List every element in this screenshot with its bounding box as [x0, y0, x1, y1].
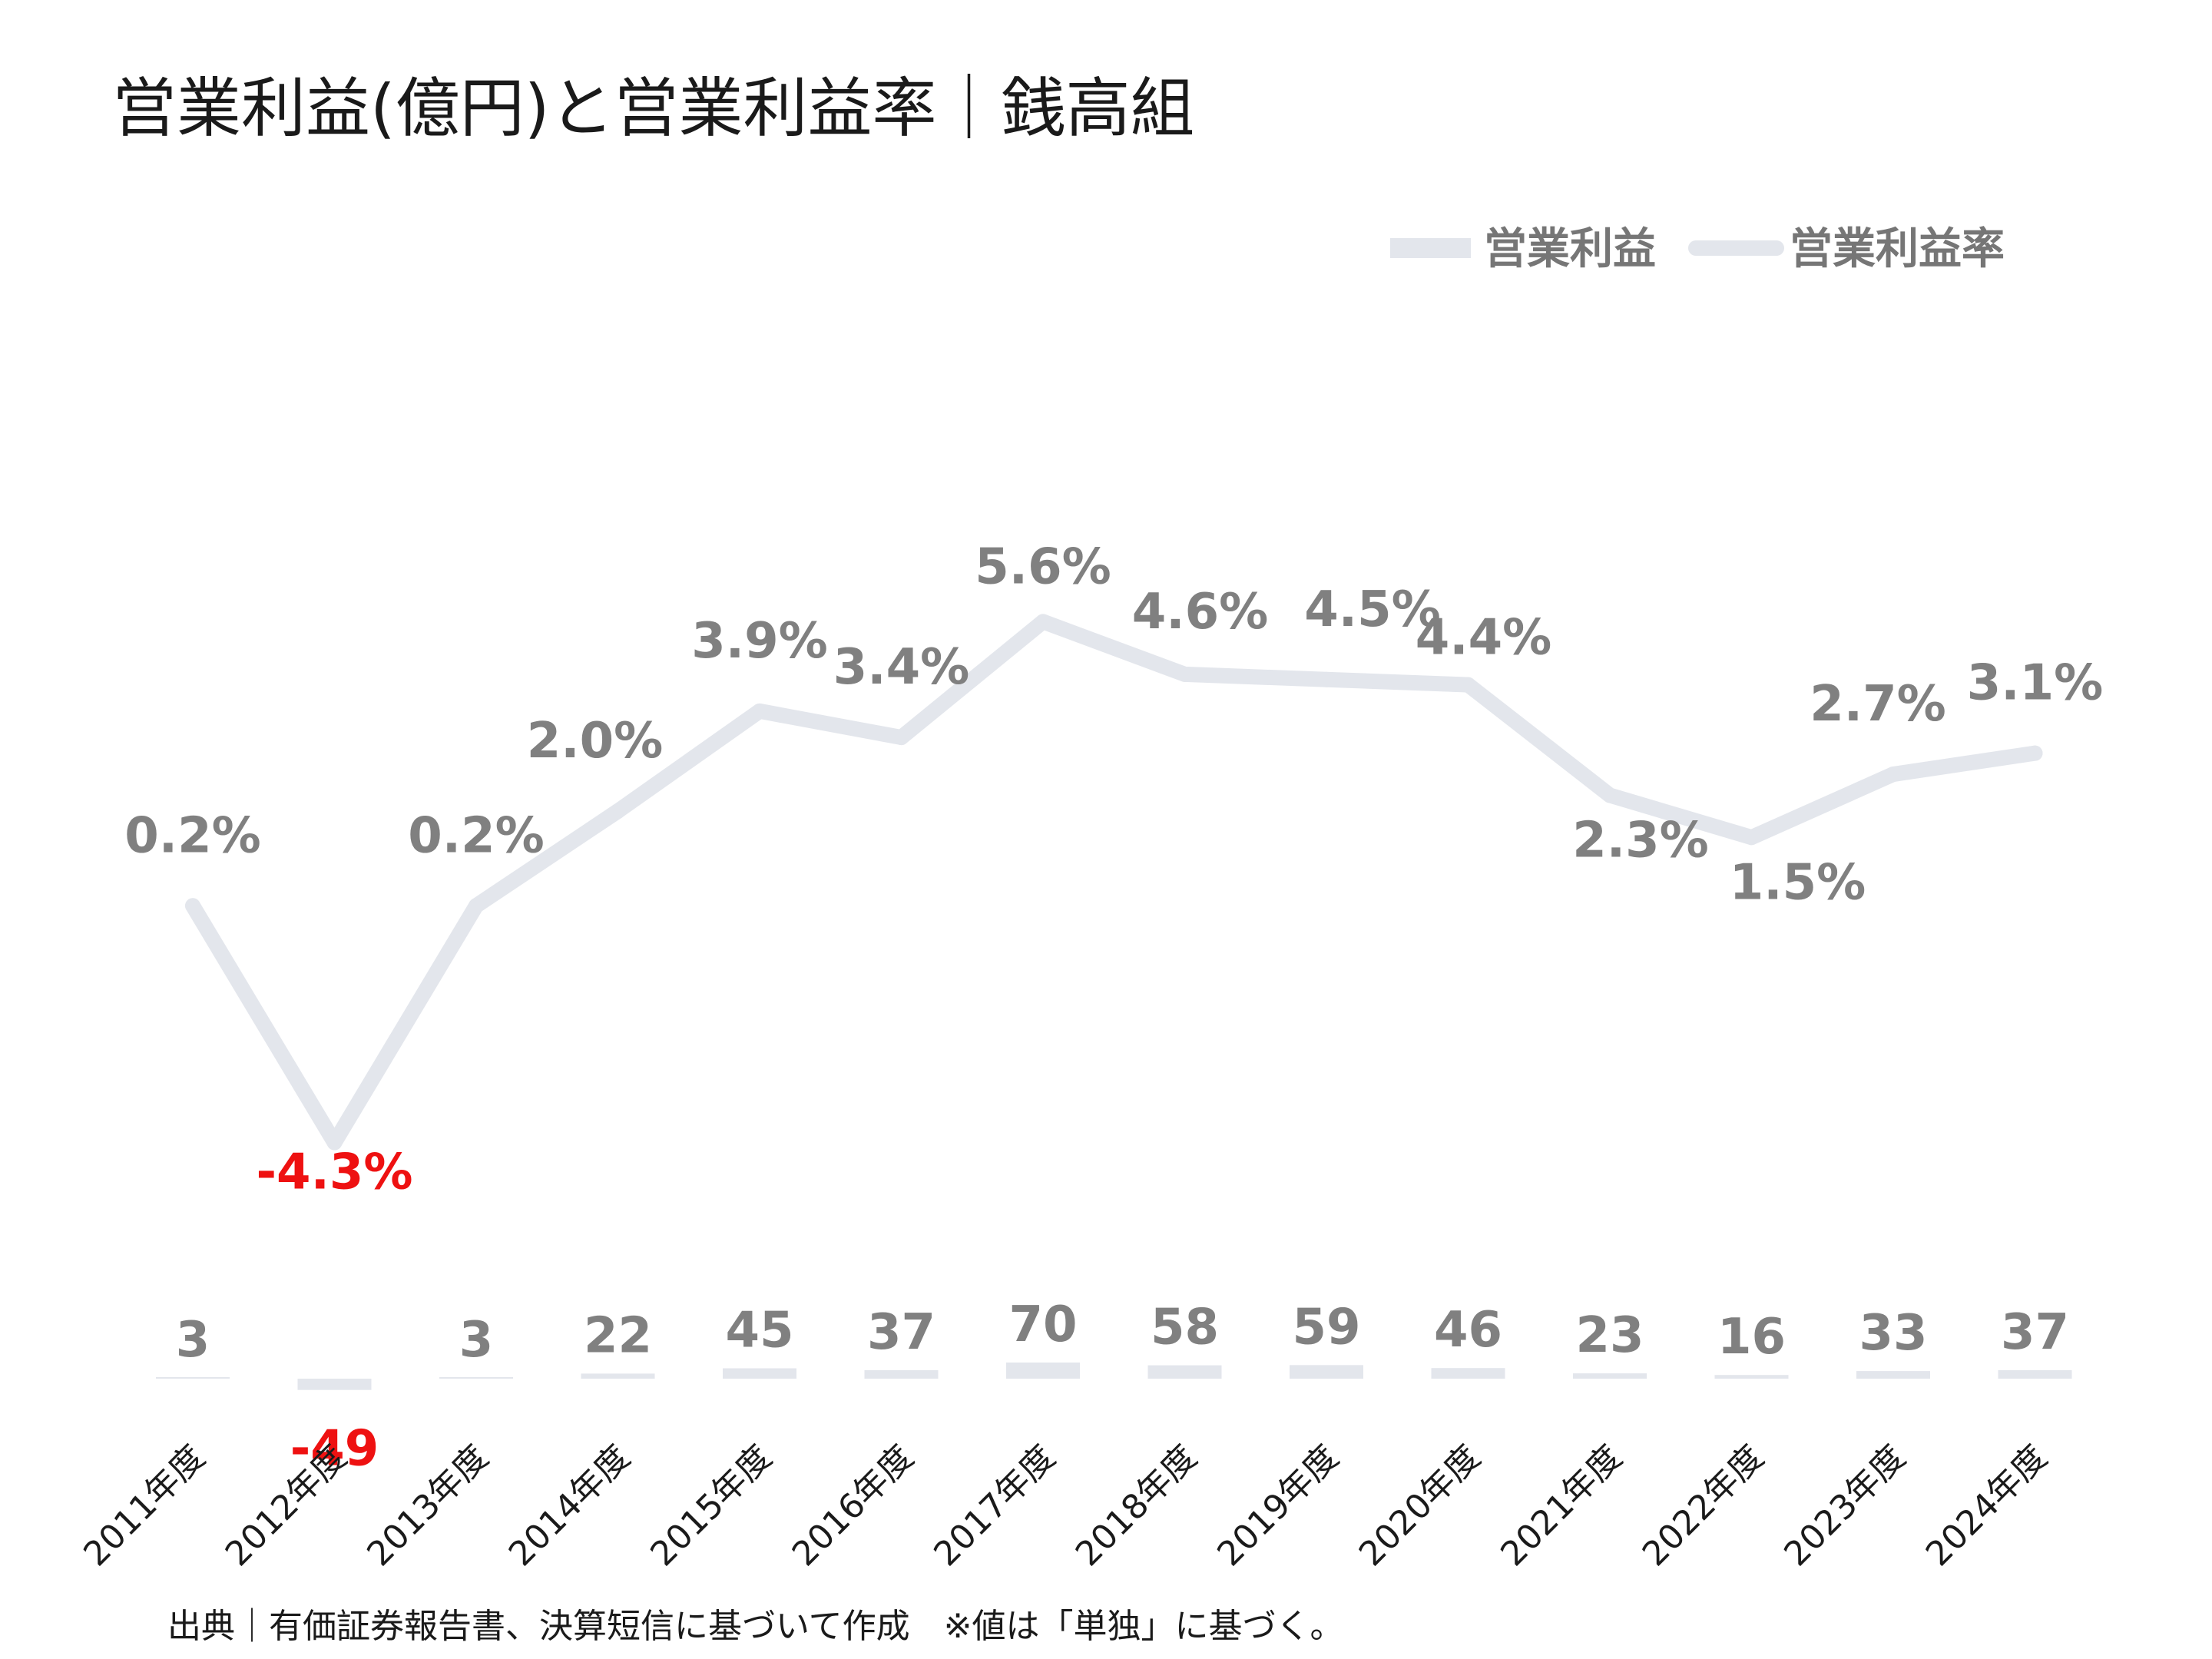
- bar-value-label: 46: [1434, 1302, 1502, 1359]
- x-tick-label: 2019年度: [1210, 1438, 1346, 1574]
- rate-point: [1035, 614, 1051, 630]
- rate-value-label: 0.2%: [124, 807, 261, 864]
- bar-2016年度: [864, 1369, 939, 1379]
- bar-2019年度: [1290, 1365, 1363, 1379]
- bar-value-label: 22: [584, 1307, 652, 1364]
- bar-2023年度: [1856, 1371, 1930, 1379]
- x-tick-label: 2016年度: [785, 1438, 921, 1574]
- rate-point: [326, 1134, 343, 1151]
- bar-value-label: 37: [2001, 1304, 2069, 1361]
- bar-value-label: 58: [1151, 1300, 1219, 1356]
- rate-value-label: 4.5%: [1304, 581, 1441, 638]
- bar-value-label: 33: [1859, 1305, 1927, 1362]
- rate-value-label: 3.1%: [1967, 655, 2104, 712]
- rate-value-label: 0.2%: [408, 807, 545, 864]
- x-tick-label: 2020年度: [1352, 1438, 1488, 1574]
- legend-label-bar: 営業利益: [1484, 224, 1656, 274]
- rate-point: [1602, 787, 1618, 803]
- bar-2015年度: [723, 1368, 796, 1379]
- rate-point: [1886, 767, 1901, 783]
- x-tick-label: 2015年度: [643, 1438, 779, 1574]
- bar-2022年度: [1714, 1375, 1789, 1379]
- rate-value-label: 4.4%: [1416, 610, 1552, 667]
- rate-point: [1177, 666, 1193, 682]
- rate-point: [610, 803, 626, 819]
- rate-point: [752, 703, 767, 719]
- rate-value-label: 2.7%: [1810, 676, 1946, 733]
- bar-value-label: 3: [176, 1312, 210, 1369]
- bar-value-label: 16: [1717, 1309, 1786, 1366]
- legend-label-line: 営業利益率: [1790, 224, 2005, 274]
- legend: 営業利益 営業利益率: [1390, 224, 2005, 274]
- bar-2014年度: [581, 1373, 655, 1379]
- bar-2018年度: [1147, 1365, 1222, 1379]
- x-tick-label: 2022年度: [1635, 1438, 1771, 1574]
- x-tick-label: 2018年度: [1068, 1438, 1204, 1574]
- rate-point: [1460, 677, 1476, 693]
- legend-swatch-bar: [1390, 238, 1471, 258]
- x-tick-label: 2024年度: [1919, 1438, 2055, 1574]
- bar-2020年度: [1431, 1368, 1505, 1379]
- rate-value-label: 3.4%: [833, 639, 970, 696]
- x-tick-label: 2023年度: [1777, 1438, 1912, 1574]
- bar-2021年度: [1573, 1373, 1647, 1379]
- bar-2024年度: [1998, 1369, 2072, 1379]
- rate-value-label: 2.3%: [1572, 812, 1709, 869]
- rate-line: [185, 614, 2043, 1151]
- bar-2013年度: [439, 1377, 513, 1379]
- x-tick-label: 2017年度: [926, 1438, 1062, 1574]
- rate-value-label: 4.6%: [1132, 584, 1269, 641]
- rate-value-label: 2.0%: [527, 713, 664, 770]
- x-tick-label: 2013年度: [359, 1438, 495, 1574]
- x-tick-label: 2021年度: [1493, 1438, 1629, 1574]
- x-tick-label: 2011年度: [76, 1438, 212, 1574]
- source-note: 出典｜有価証券報告書、決算短信に基づいて作成 ※値は「単独」に基づく。: [167, 1607, 1344, 1646]
- bar-value-label: 45: [725, 1303, 793, 1359]
- bar-value-label: -49: [290, 1421, 379, 1478]
- rate-value-label: 1.5%: [1730, 854, 1866, 911]
- rate-value-label: -4.3%: [256, 1144, 412, 1201]
- rate-value-label: 5.6%: [975, 538, 1111, 595]
- bar-value-label: 59: [1292, 1299, 1360, 1356]
- bar-value-label: 23: [1575, 1307, 1644, 1364]
- bar-value-label: 3: [459, 1312, 494, 1369]
- x-tick-label: 2014年度: [502, 1438, 637, 1574]
- rate-point: [893, 730, 909, 746]
- x-tick-label: 2012年度: [218, 1438, 354, 1574]
- plot-area: 3 -49 3 22 45 37 70 58 59 46 23 16 33 37 0.2% -4.3% 0.2%…: [76, 538, 2103, 1574]
- bar-2012年度: [297, 1379, 372, 1390]
- rate-point: [185, 898, 200, 914]
- bar-2017年度: [1006, 1363, 1080, 1379]
- rate-value-label: 3.9%: [691, 613, 828, 670]
- bar-value-label: 37: [867, 1304, 935, 1361]
- rate-point: [1743, 830, 1760, 846]
- bar-value-label: 70: [1008, 1296, 1077, 1353]
- rate-point: [2027, 745, 2043, 761]
- chart-title: 営業利益(億円)と営業利益率｜銭高組: [112, 71, 1195, 146]
- rate-point: [1319, 671, 1334, 687]
- bar-2011年度: [156, 1377, 230, 1379]
- rate-point: [469, 898, 484, 914]
